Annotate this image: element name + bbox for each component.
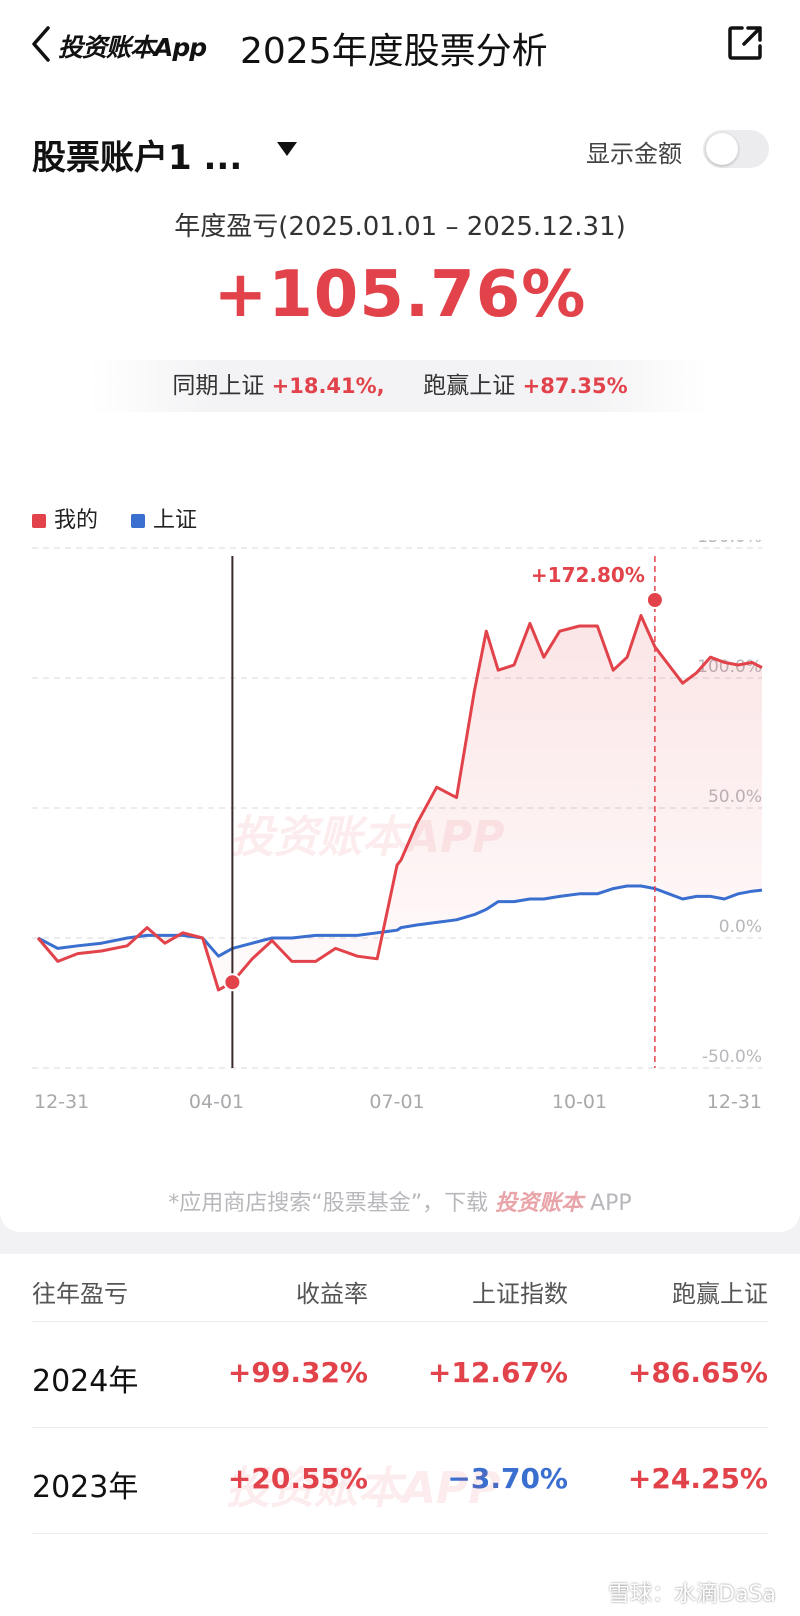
annual-period-label: 年度盈亏(2025.01.01 – 2025.12.31): [174, 212, 626, 242]
legend-label-mine: 我的: [54, 508, 99, 533]
show-amount-toggle[interactable]: [703, 130, 769, 168]
annual-return-value: +105.76%: [213, 258, 587, 332]
x-tick-label: 07-01: [369, 1091, 424, 1113]
x-tick-label: 12-31: [707, 1091, 762, 1113]
x-tick-label: 12-31: [34, 1091, 89, 1113]
header-beat: 跑赢上证: [672, 1280, 768, 1308]
legend-swatch-mine: [32, 514, 46, 528]
row-beat: +24.25%: [627, 1462, 768, 1495]
account-selector[interactable]: 股票账户1 ...: [32, 138, 243, 178]
row-year: 2024年: [32, 1364, 139, 1399]
download-hint-suffix: APP: [583, 1191, 632, 1216]
mine-area-fill: [38, 615, 762, 990]
download-hint: *应用商店搜索“股票基金”，下载 投资账本 APP: [0, 1185, 800, 1217]
page-title: 2025年度股票分析: [240, 31, 548, 72]
table-row[interactable]: 2023年 +20.55% −3.70% +24.25%: [32, 1428, 768, 1534]
toggle-knob: [706, 133, 738, 165]
download-hint-text: *应用商店搜索“股票基金”，下载: [168, 1191, 489, 1216]
history-card: [0, 1254, 800, 1616]
y-tick-label: 150.0%: [697, 540, 762, 547]
source-credit: 雪球：水滴DaSa: [608, 1582, 776, 1607]
table-row[interactable]: 2024年 +99.32% +12.67% +86.65%: [32, 1322, 768, 1428]
table-watermark: 投资账本APP: [226, 1463, 501, 1514]
row-beat: +86.65%: [627, 1356, 768, 1389]
analysis-card: [0, 0, 800, 1232]
history-table: 往年盈亏 收益率 上证指数 跑赢上证 2024年 +99.32% +12.67%…: [32, 1254, 768, 1534]
download-hint-brand: 投资账本: [495, 1191, 584, 1216]
back-app-label[interactable]: 投资账本App: [58, 33, 207, 62]
legend-item-mine[interactable]: 我的: [32, 502, 98, 534]
return-chart[interactable]: 150.0%100.0%50.0%0.0%-50.0% 投资账本APP +172…: [0, 540, 800, 1140]
y-tick-label: 0.0%: [719, 917, 762, 937]
max-value-label: +172.80%: [531, 563, 645, 587]
caret-down-icon[interactable]: [275, 140, 299, 158]
series-line-mine: [36, 614, 763, 992]
show-amount-label: 显示金额: [586, 140, 682, 168]
row-sse: +12.67%: [427, 1356, 568, 1389]
back-chevron-icon[interactable]: [28, 24, 54, 64]
same-period-label: 同期上证: [172, 373, 265, 399]
data-marker-point[interactable]: [645, 591, 664, 609]
y-tick-label: -50.0%: [702, 1047, 762, 1067]
row-return: +20.55%: [227, 1462, 368, 1495]
row-sse: −3.70%: [447, 1462, 568, 1495]
share-icon[interactable]: [726, 24, 764, 62]
chart-legend: 我的 上证: [32, 502, 223, 534]
legend-item-sse[interactable]: 上证: [131, 502, 197, 534]
data-marker-point[interactable]: [223, 973, 242, 992]
legend-swatch-sse: [131, 514, 146, 528]
benchmark-compare: 同期上证 +18.41%, 跑赢上证 +87.35%: [90, 360, 710, 412]
row-return: +99.32%: [227, 1356, 368, 1389]
x-tick-label: 04-01: [189, 1091, 244, 1113]
x-tick-label: 10-01: [552, 1091, 607, 1113]
beat-label: 跑赢上证: [423, 373, 516, 399]
header-year: 往年盈亏: [32, 1280, 128, 1308]
header-return: 收益率: [296, 1280, 368, 1308]
history-table-header: 往年盈亏 收益率 上证指数 跑赢上证: [32, 1254, 768, 1322]
legend-label-sse: 上证: [153, 508, 198, 533]
series-line-sse: [37, 884, 763, 958]
same-period-value: +18.41%,: [271, 374, 385, 398]
header-sse: 上证指数: [472, 1280, 568, 1308]
row-year: 2023年: [32, 1470, 139, 1505]
beat-value: +87.35%: [522, 374, 628, 398]
